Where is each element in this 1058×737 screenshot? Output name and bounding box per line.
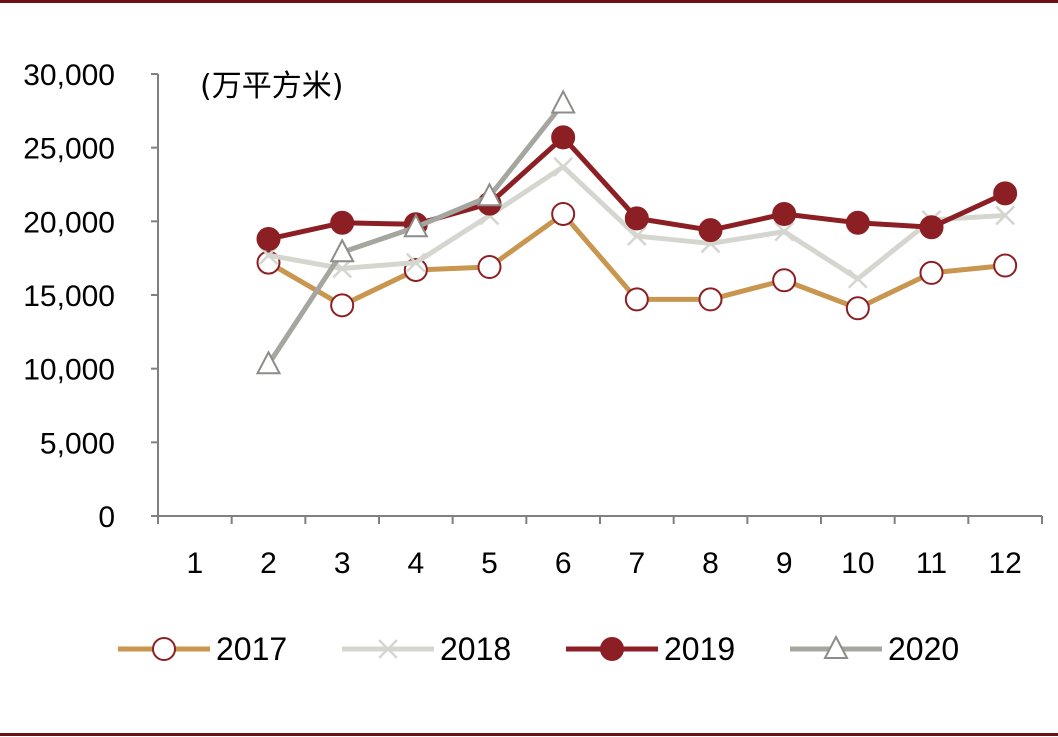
cross-stroke	[332, 258, 353, 279]
data-point-2017-6	[551, 201, 576, 226]
series-layer	[255, 89, 1018, 375]
data-point-2017-10	[845, 296, 870, 321]
data-point-2019-10	[845, 210, 870, 235]
data-point-2017-8	[698, 287, 723, 312]
unit-label: (万平方米)	[200, 69, 343, 104]
x-tick-label: 12	[988, 547, 1021, 580]
legend-item-2020: 2020	[790, 631, 959, 667]
x-tick-label: 4	[407, 547, 424, 580]
data-point-2020-6	[550, 89, 576, 114]
data-point-2019-9	[772, 201, 797, 226]
legend-item-2019: 2019	[566, 631, 735, 667]
legend-label: 2020	[888, 631, 959, 667]
y-tick-label: 20,000	[23, 206, 115, 239]
x-tick-label: 8	[702, 547, 719, 580]
legend-marker	[152, 637, 176, 661]
x-tick-label: 2	[260, 547, 277, 580]
data-point-2017-5	[477, 255, 502, 280]
y-tick-label: 0	[98, 501, 115, 534]
cross-stroke	[553, 156, 574, 177]
legend-marker	[600, 637, 624, 661]
data-point-2019-8	[698, 218, 723, 243]
data-point-2018-12	[995, 205, 1016, 226]
data-point-2019-11	[919, 215, 944, 240]
cross-stroke	[995, 205, 1016, 226]
data-point-2017-11	[919, 260, 944, 285]
top-rule	[0, 0, 1058, 3]
legend-marker	[823, 634, 849, 659]
legend: 2017 2018 2019 2020	[118, 631, 959, 667]
data-point-2018-7	[626, 226, 647, 246]
data-point-2019-6	[551, 125, 576, 150]
x-tick-label: 11	[916, 547, 947, 580]
series-2020	[255, 89, 576, 375]
series-2019	[256, 125, 1018, 252]
y-tick-label: 5,000	[40, 427, 115, 460]
x-tick-label: 10	[841, 547, 874, 580]
data-point-2018-6	[553, 156, 574, 177]
data-point-2020-5	[476, 182, 503, 207]
data-point-2018-10	[847, 268, 868, 289]
data-point-2019-12	[993, 181, 1018, 206]
cross-stroke	[774, 221, 795, 242]
data-point-2018-4	[405, 252, 426, 273]
x-tick-label: 9	[776, 547, 793, 580]
y-tick-label: 30,000	[23, 59, 115, 92]
data-point-2020-3	[329, 238, 355, 263]
data-point-2017-9	[772, 268, 797, 293]
legend-label: 2017	[216, 631, 287, 667]
data-point-2017-3	[330, 293, 355, 318]
x-tick-label: 7	[628, 547, 645, 580]
cross-stroke	[626, 226, 647, 246]
bottom-rule	[0, 733, 1058, 736]
x-tick-label: 1	[186, 547, 203, 580]
legend-marker	[378, 639, 398, 659]
legend-item-2017: 2017	[118, 631, 287, 667]
y-tick-label: 10,000	[23, 354, 115, 387]
legend-label: 2018	[440, 631, 511, 667]
data-point-2019-7	[624, 206, 649, 231]
cross-stroke	[405, 252, 426, 273]
legend-label: 2019	[664, 631, 735, 667]
legend-item-2018: 2018	[342, 631, 511, 667]
x-tick-label: 6	[555, 547, 572, 580]
data-point-2020-2	[255, 350, 282, 375]
cross-stroke	[847, 268, 868, 289]
cross-stroke	[378, 639, 398, 659]
data-point-2018-9	[774, 221, 795, 242]
x-tick-label: 5	[481, 547, 498, 580]
data-point-2019-2	[256, 227, 281, 252]
data-point-2017-12	[993, 253, 1018, 278]
y-tick-label: 15,000	[23, 280, 115, 313]
data-point-2019-3	[330, 210, 355, 235]
data-point-2017-7	[624, 287, 649, 312]
data-point-2020-4	[403, 213, 429, 238]
y-tick-label: 25,000	[23, 133, 115, 166]
x-tick-label: 3	[334, 547, 351, 580]
